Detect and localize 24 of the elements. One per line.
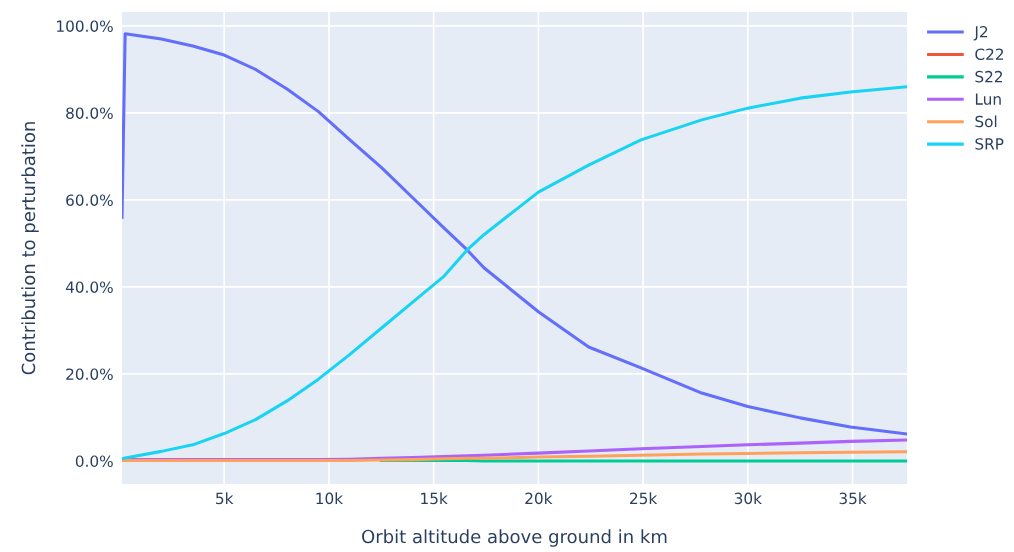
y-tick-label: 60.0%: [66, 194, 113, 206]
x-tick-label: 25k: [630, 492, 658, 505]
y-tick-label: 80.0%: [66, 107, 113, 119]
legend-label: Sol: [975, 115, 997, 128]
x-tick-label: 20k: [525, 492, 553, 505]
legend-label: C22: [975, 48, 1004, 60]
x-tick-label: 30k: [734, 492, 762, 505]
legend-label: SRP: [975, 138, 1004, 150]
y-tick-label: 0.0%: [75, 455, 113, 467]
y-tick-label: 40.0%: [65, 281, 113, 293]
legend-label: S22: [975, 70, 1003, 83]
x-axis-title: Orbit altitude above ground in km: [362, 529, 667, 547]
legend-label: J2: [973, 26, 988, 41]
x-tick-label: 15k: [421, 492, 448, 505]
line-series: [122, 32, 907, 436]
y-axis-title: Contribution to perturbation: [21, 122, 39, 375]
line-series: [122, 450, 907, 463]
x-tick-label: 35k: [839, 492, 867, 505]
legend-label: Lun: [975, 93, 1001, 105]
x-tick-label: 5k: [216, 492, 234, 505]
line-series: [122, 85, 907, 461]
x-tick-label: 10k: [316, 492, 344, 505]
y-tick-label: 100.0%: [57, 20, 113, 32]
y-tick-label: 20.0%: [66, 368, 113, 380]
